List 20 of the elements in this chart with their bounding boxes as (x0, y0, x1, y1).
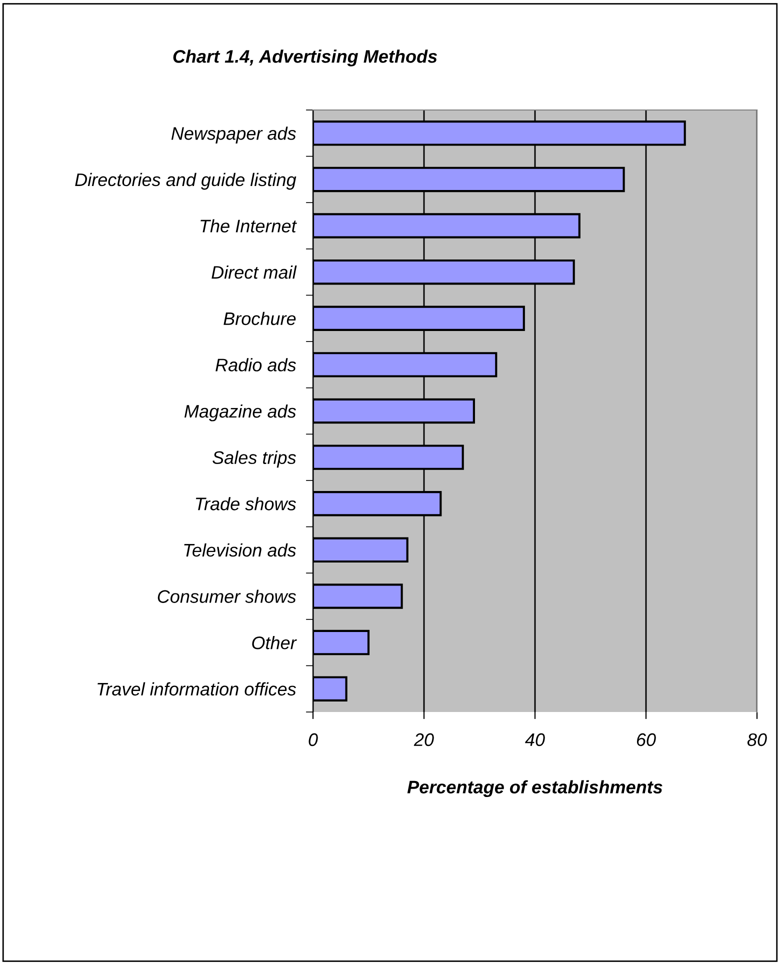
x-tick-label: 60 (636, 733, 656, 746)
y-tick-label: The Internet (200, 219, 297, 232)
y-tick-label: Magazine ads (184, 404, 296, 422)
x-tick-label: 80 (747, 733, 767, 746)
y-tick-label: Trade shows (196, 497, 296, 510)
y-tick-label: Sales trips (212, 450, 296, 468)
y-tick-label: Brochure (224, 312, 296, 326)
x-tick-label: 20 (414, 733, 434, 746)
x-tick-label: 40 (525, 733, 545, 746)
y-tick-label: Other (252, 636, 297, 650)
x-axis-title: Percentage of establishments (407, 780, 662, 798)
y-tick-label: Newspaper ads (171, 126, 296, 144)
y-tick-label: Radio ads (216, 358, 296, 372)
y-tick-label: Consumer shows (158, 590, 296, 603)
y-tick-label: Travel information offices (98, 682, 296, 696)
y-tick-label: Directories and guide listing (75, 172, 296, 190)
x-tick-label: 0 (308, 733, 318, 746)
chart-title: Chart 1.4, Advertising Methods (173, 50, 437, 66)
y-tick-label: Direct mail (212, 266, 297, 279)
y-tick-label: Television ads (184, 543, 296, 557)
